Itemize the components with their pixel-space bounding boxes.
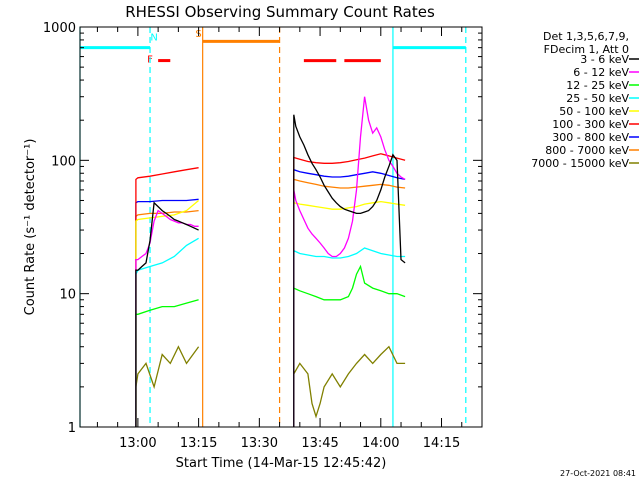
series-line (135, 209, 199, 427)
data-marks (135, 96, 406, 427)
x-tick-label: 13:15 (180, 436, 217, 451)
x-tick-label: 13:30 (241, 436, 278, 451)
series-line (135, 345, 200, 427)
legend-entry-label: 100 - 300 keV (552, 118, 629, 131)
series-line (135, 237, 199, 427)
legend-entry-label: 3 - 6 keV (580, 53, 629, 66)
axes: 1 10 100 1000 13:00 13:15 13:30 13:45 14:00 14:15 (43, 21, 483, 451)
timestamp: 27-Oct-2021 08:41 (560, 469, 636, 478)
series-line (293, 247, 406, 427)
legend-entry-label: 25 - 50 keV (566, 92, 629, 105)
plot-frame (79, 26, 483, 428)
x-tick-label: 14:15 (423, 436, 460, 451)
y-tick-label: 1000 (43, 21, 76, 36)
legend-entry-label: 300 - 800 keV (552, 131, 629, 144)
chart-title: RHESSI Observing Summary Count Rates (125, 3, 435, 21)
x-tick-label: 13:45 (301, 436, 338, 451)
legend: Det 1,3,5,6,7,9, FDecim 1, Att 0 3 - 6 k… (531, 30, 639, 170)
series-line (293, 345, 406, 427)
series-line (135, 209, 199, 427)
legend-entry-label: 6 - 12 keV (573, 66, 629, 79)
legend-title-line-2: FDecim 1, Att 0 (544, 43, 629, 56)
series-line (293, 153, 406, 427)
series-line (293, 178, 406, 427)
legend-title-line-1: Det 1,3,5,6,7,9, (543, 30, 629, 43)
legend-entry-label: 800 - 7000 keV (545, 144, 629, 157)
series-line (135, 200, 200, 427)
series-line (293, 168, 406, 427)
x-tick-label: 14:00 (362, 436, 399, 451)
series-line (135, 198, 199, 427)
y-tick-label: 100 (51, 154, 76, 169)
mode-flag-label: N (150, 32, 157, 43)
y-axis-label: Count Rate (s⁻¹ detector⁻¹) (23, 139, 38, 316)
series-line (293, 114, 406, 427)
plot-area: NSF (79, 27, 467, 427)
legend-entry-label: 7000 - 15000 keV (531, 157, 629, 170)
series-line (293, 96, 406, 427)
x-tick-label: 13:00 (119, 436, 156, 451)
y-tick-label: 1 (68, 421, 76, 436)
legend-entry-label: 50 - 100 keV (559, 105, 629, 118)
x-axis-label: Start Time (14-Mar-15 12:45:42) (176, 456, 387, 471)
series-line (293, 264, 406, 427)
series-line (135, 201, 199, 427)
y-tick-label: 10 (59, 288, 76, 303)
series-line (135, 167, 199, 427)
legend-entry-label: 12 - 25 keV (566, 79, 629, 92)
